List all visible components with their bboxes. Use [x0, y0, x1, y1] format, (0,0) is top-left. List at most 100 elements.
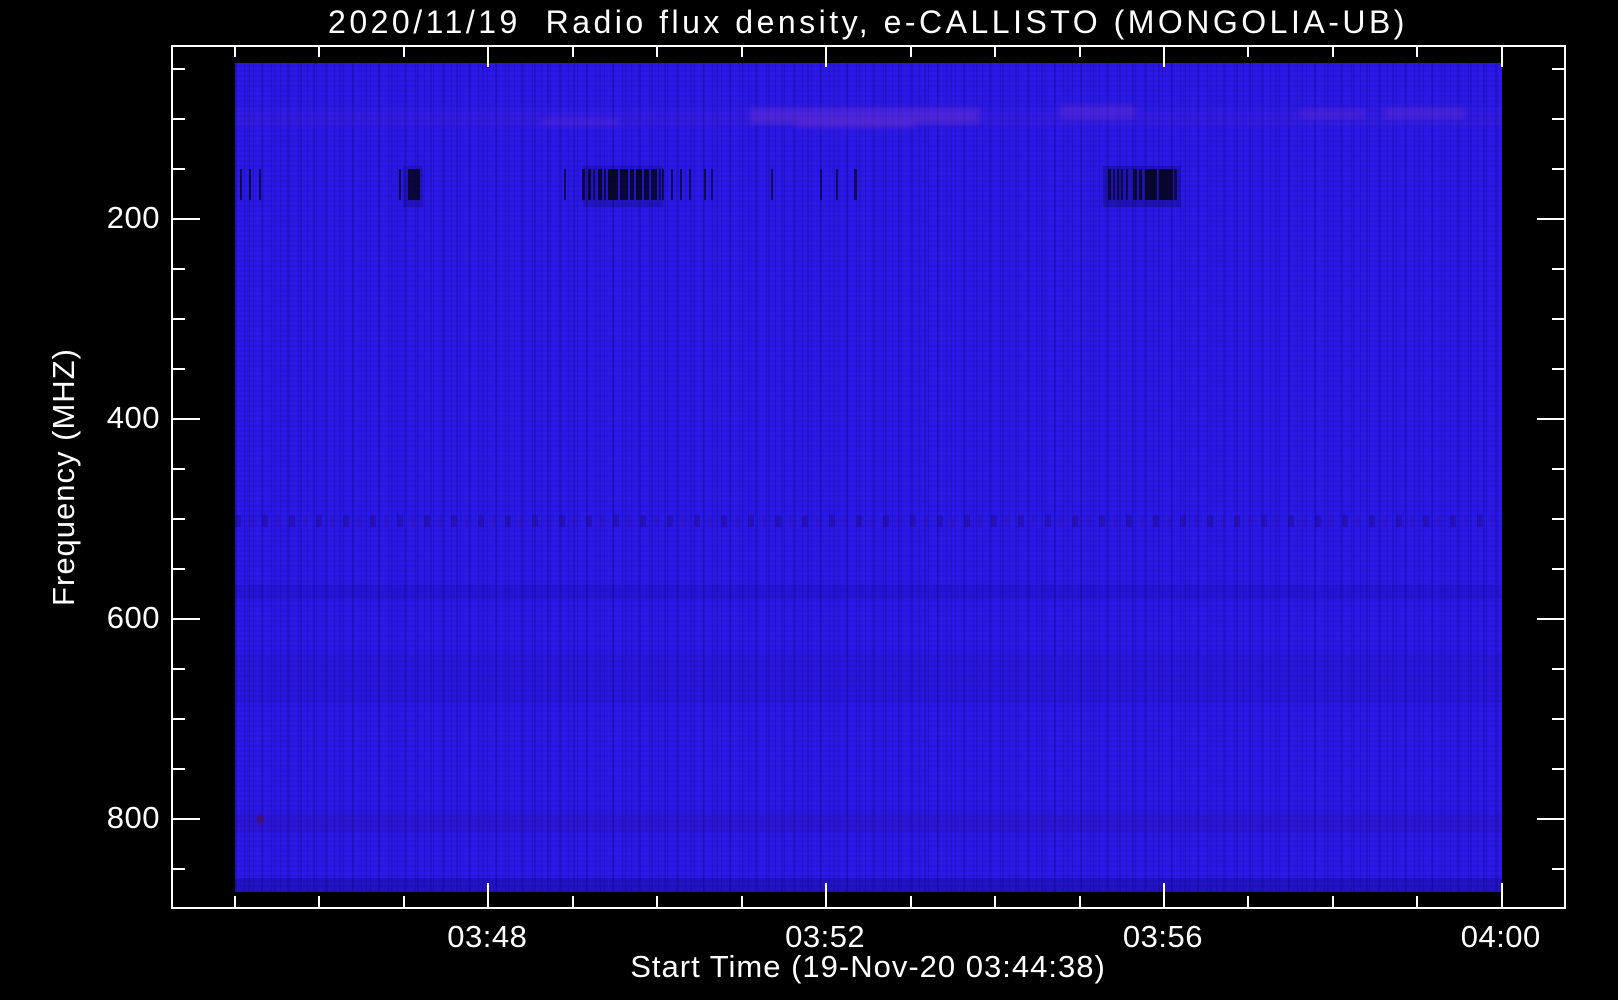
y-tick-left	[173, 218, 200, 220]
x-tick-bottom	[318, 896, 321, 907]
x-tick-top	[234, 47, 236, 57]
x-tick-top	[1078, 47, 1081, 57]
x-tick-bottom	[571, 896, 574, 907]
y-tick-right	[1552, 718, 1564, 720]
background-band	[235, 813, 1502, 833]
rfi-dash	[582, 169, 585, 200]
rfi-dash	[636, 169, 642, 200]
y-tick-right	[1537, 618, 1564, 620]
rfi-dash	[651, 169, 657, 200]
x-tick-bottom	[740, 896, 743, 907]
y-tick-right	[1552, 118, 1564, 120]
y-tick-right	[1552, 568, 1564, 570]
x-tick-bottom	[994, 896, 997, 907]
x-tick-label: 04:00	[1460, 919, 1541, 954]
x-tick-bottom	[1500, 883, 1503, 907]
spectrogram-image	[235, 63, 1502, 892]
rfi-dash	[564, 169, 566, 200]
x-tick-top	[318, 47, 321, 57]
x-tick-top	[994, 47, 997, 57]
rfi-dash	[1174, 169, 1177, 200]
rfi-dash	[680, 169, 682, 200]
y-tick-left	[173, 768, 185, 770]
y-tick-left	[173, 468, 185, 470]
rfi-dash	[836, 169, 838, 200]
y-tick-left	[173, 368, 185, 370]
rfi-dash	[1133, 169, 1137, 200]
rfi-dash	[644, 169, 649, 200]
rfi-dash	[671, 169, 673, 200]
rfi-dash	[598, 169, 602, 200]
background-band	[235, 878, 1502, 892]
background-band	[235, 653, 1502, 703]
y-tick-label: 600	[106, 600, 160, 635]
x-tick-top	[1247, 47, 1250, 57]
plot-frame	[171, 45, 1566, 909]
rfi-dash	[620, 169, 628, 200]
y-tick-left	[173, 868, 185, 870]
y-tick-right	[1552, 268, 1564, 270]
y-tick-right	[1537, 218, 1564, 220]
y-tick-right	[1552, 318, 1564, 320]
purple-smudge	[750, 108, 980, 124]
purple-smudge	[1060, 105, 1135, 119]
purple-smudge	[540, 118, 620, 126]
x-tick-bottom	[909, 896, 912, 907]
y-tick-right	[1537, 418, 1564, 420]
y-tick-left	[173, 118, 185, 120]
rfi-dash	[588, 169, 591, 200]
rfi-dash	[820, 169, 822, 200]
dark-spot	[257, 815, 264, 824]
y-tick-left	[173, 168, 185, 170]
x-tick-top	[571, 47, 574, 57]
y-tick-right	[1552, 168, 1564, 170]
rfi-dash	[1159, 169, 1173, 200]
y-tick-label: 200	[106, 200, 160, 235]
x-tick-bottom	[234, 896, 236, 907]
purple-smudge	[1385, 107, 1465, 119]
rfi-dash	[854, 169, 857, 200]
y-tick-left	[173, 268, 185, 270]
rfi-dash	[771, 169, 773, 200]
rfi-dash	[240, 169, 242, 200]
x-tick-top	[1416, 47, 1419, 57]
plot-title: 2020/11/19 Radio flux density, e-CALLIST…	[328, 4, 1408, 40]
purple-smudge	[795, 121, 915, 129]
background-band	[235, 515, 1502, 527]
rfi-dash	[1108, 169, 1111, 200]
rfi-dash	[604, 169, 606, 200]
rfi-dash	[1117, 169, 1119, 200]
rfi-dash	[408, 169, 420, 200]
x-tick-bottom	[1331, 896, 1334, 907]
x-tick-label: 03:48	[447, 919, 528, 954]
x-tick-top	[740, 47, 743, 57]
y-tick-right	[1552, 868, 1564, 870]
x-tick-bottom	[1078, 896, 1081, 907]
rfi-dash	[608, 169, 618, 200]
x-tick-label: 03:52	[785, 919, 866, 954]
y-tick-right	[1552, 468, 1564, 470]
y-tick-label: 800	[106, 800, 160, 835]
y-tick-label: 400	[106, 400, 160, 435]
y-tick-left	[173, 668, 185, 670]
y-tick-left	[173, 618, 200, 620]
y-tick-right	[1552, 68, 1564, 70]
y-tick-left	[173, 518, 185, 520]
rfi-dash	[249, 169, 251, 200]
y-tick-left	[173, 568, 185, 570]
purple-smudge	[1300, 109, 1365, 119]
rfi-dash	[662, 169, 664, 200]
y-tick-right	[1537, 818, 1564, 820]
y-tick-left	[173, 818, 200, 820]
x-tick-top	[402, 47, 405, 57]
x-tick-bottom	[402, 896, 405, 907]
x-tick-bottom	[1416, 896, 1419, 907]
y-tick-left	[173, 68, 185, 70]
background-band	[235, 585, 1502, 599]
rfi-dash	[1113, 169, 1115, 200]
x-tick-bottom	[1162, 883, 1165, 907]
x-tick-top	[656, 47, 659, 57]
x-axis-title: Start Time (19-Nov-20 03:44:38)	[630, 949, 1106, 984]
y-tick-right	[1552, 768, 1564, 770]
